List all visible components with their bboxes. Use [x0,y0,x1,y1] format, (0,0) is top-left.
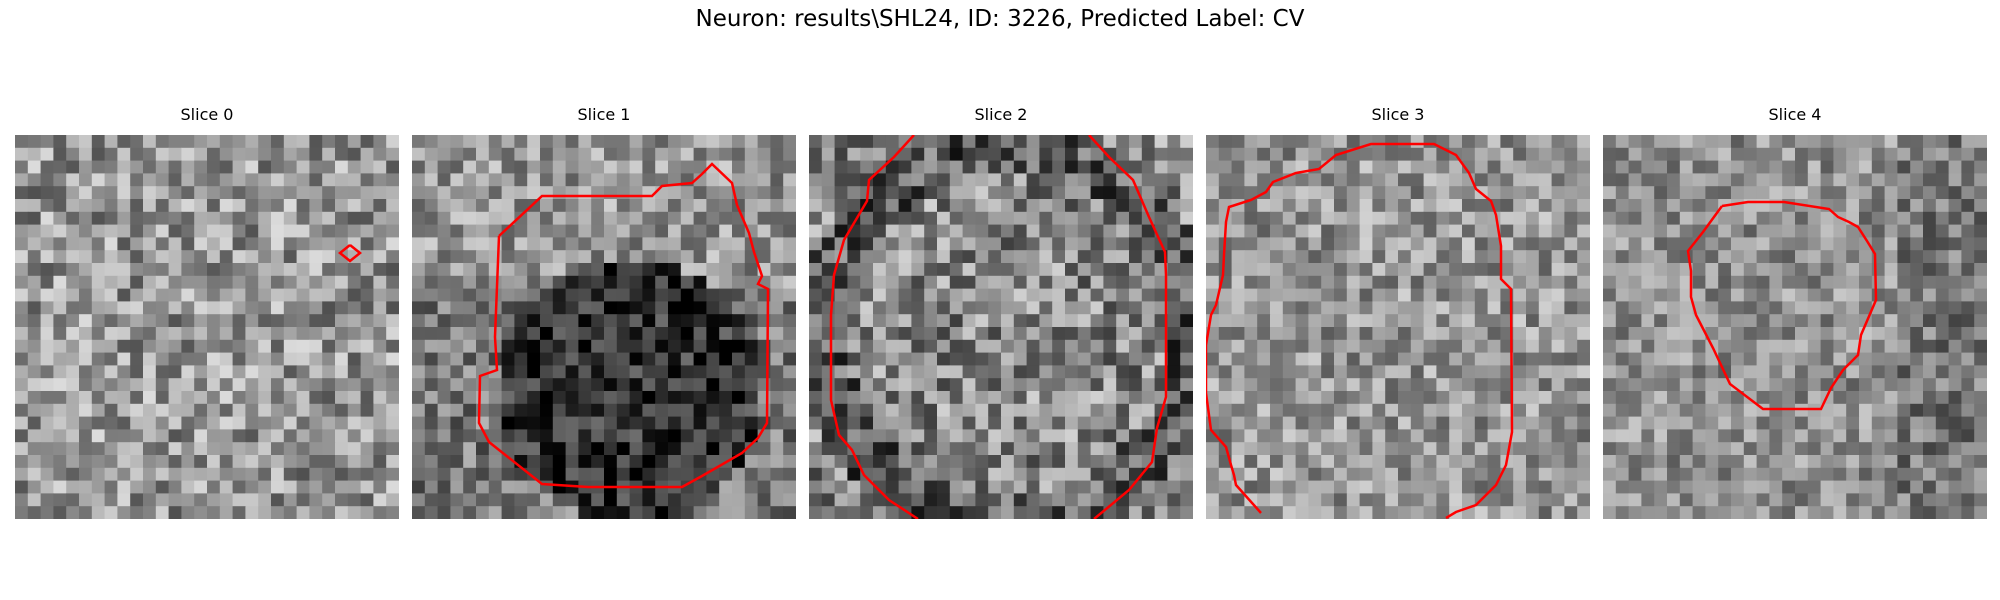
figure-title: Neuron: results\SHL24, ID: 3226, Predict… [695,6,1305,32]
slice-image [15,135,399,519]
segmentation-contour [337,244,363,263]
slice-title: Slice 3 [1371,105,1425,124]
slice-image [1603,135,1987,519]
slice-title: Slice 0 [180,105,234,124]
slice-image [1206,135,1590,519]
segmentation-contour [1206,142,1514,519]
grayscale-pixel-grid [15,135,399,519]
slice-title: Slice 2 [974,105,1028,124]
segmentation-contour [477,162,770,489]
segmentation-contour [1686,200,1878,411]
grayscale-pixel-grid [1206,135,1590,519]
slice-image [412,135,796,519]
slice-title: Slice 4 [1768,105,1822,124]
slice-image [809,135,1193,519]
grayscale-pixel-grid [809,135,1193,519]
slice-title: Slice 1 [577,105,631,124]
segmentation-contour [829,135,1168,519]
grayscale-pixel-grid [1603,135,1987,519]
grayscale-pixel-grid [412,135,796,519]
